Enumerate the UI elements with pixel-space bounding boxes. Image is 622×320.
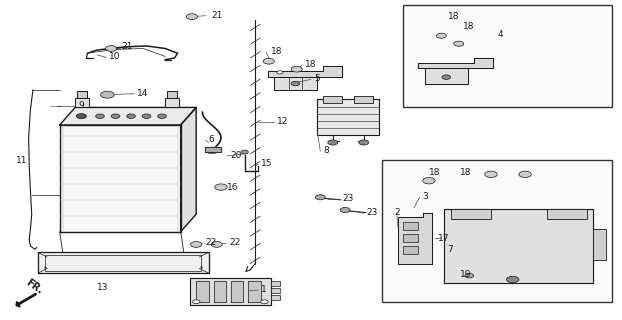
Circle shape [465,273,473,278]
Circle shape [437,33,447,38]
Circle shape [485,171,497,178]
Circle shape [263,58,274,64]
Polygon shape [180,108,196,232]
Bar [593,228,606,260]
Text: 4: 4 [497,30,503,39]
Circle shape [442,75,450,79]
Polygon shape [205,147,221,152]
Polygon shape [317,100,379,134]
Bar [167,92,177,98]
Polygon shape [190,278,271,305]
Bar [323,96,342,103]
Text: 14: 14 [137,89,149,98]
Text: 15: 15 [261,159,273,168]
Circle shape [192,300,200,304]
Bar [165,98,179,108]
Text: 3: 3 [423,192,429,201]
Polygon shape [398,212,432,264]
Bar [77,92,87,98]
Circle shape [315,195,325,200]
Circle shape [158,114,167,118]
Polygon shape [419,58,493,68]
Bar [45,255,201,270]
Circle shape [101,91,114,98]
Polygon shape [231,281,243,302]
Text: 19: 19 [460,270,471,279]
Polygon shape [196,281,208,302]
Polygon shape [60,125,180,232]
Bar [383,160,612,302]
Circle shape [340,207,350,212]
Text: 5: 5 [314,74,320,83]
Bar [271,281,280,286]
Circle shape [96,114,104,118]
Bar [403,234,419,242]
Text: FR.: FR. [24,277,44,296]
Bar [403,5,612,108]
Text: 10: 10 [109,52,121,61]
Bar [271,288,280,293]
Circle shape [277,71,283,74]
Text: 21: 21 [211,11,223,20]
Bar [355,96,373,103]
Text: 18: 18 [463,22,475,31]
Text: 18: 18 [271,47,282,56]
Text: 18: 18 [429,168,440,177]
Polygon shape [274,77,317,90]
Circle shape [190,242,202,247]
Polygon shape [248,281,261,302]
Bar [38,252,208,273]
Bar [271,295,280,300]
Circle shape [111,114,120,118]
Circle shape [328,140,338,145]
Circle shape [453,41,463,46]
Text: 12: 12 [277,117,288,126]
Polygon shape [213,281,226,302]
Text: 22: 22 [205,238,216,247]
Circle shape [215,184,227,190]
Circle shape [142,114,151,118]
Bar [547,209,587,219]
Text: 22: 22 [229,238,240,247]
Circle shape [506,276,519,283]
Bar [403,246,419,254]
Circle shape [359,140,369,145]
Polygon shape [60,108,196,125]
Circle shape [291,66,302,72]
Text: 1: 1 [261,284,267,293]
Polygon shape [445,209,593,283]
Text: 23: 23 [367,208,378,217]
Polygon shape [425,68,468,84]
Bar [75,98,89,108]
Circle shape [127,114,136,118]
Circle shape [291,81,300,86]
Circle shape [77,114,86,119]
Text: 23: 23 [342,194,353,203]
Circle shape [423,178,435,184]
Circle shape [211,242,222,247]
Text: 18: 18 [305,60,317,69]
Circle shape [261,300,268,304]
Polygon shape [267,66,342,77]
Circle shape [205,147,218,154]
Text: 16: 16 [227,183,239,192]
Text: 18: 18 [448,12,459,21]
Circle shape [106,46,117,51]
Text: 17: 17 [439,234,450,243]
Text: 11: 11 [16,156,28,164]
Text: 7: 7 [448,245,453,254]
Text: 13: 13 [97,283,108,292]
Text: 18: 18 [460,168,471,177]
Circle shape [519,171,531,178]
Bar [450,209,491,219]
Text: 21: 21 [122,42,133,52]
Text: 20: 20 [230,151,242,160]
Text: 9: 9 [78,101,84,110]
Text: 2: 2 [395,208,401,217]
Text: 6: 6 [208,135,215,144]
Circle shape [241,150,248,154]
Text: 8: 8 [323,146,329,155]
Bar [403,222,419,230]
Circle shape [186,14,197,20]
